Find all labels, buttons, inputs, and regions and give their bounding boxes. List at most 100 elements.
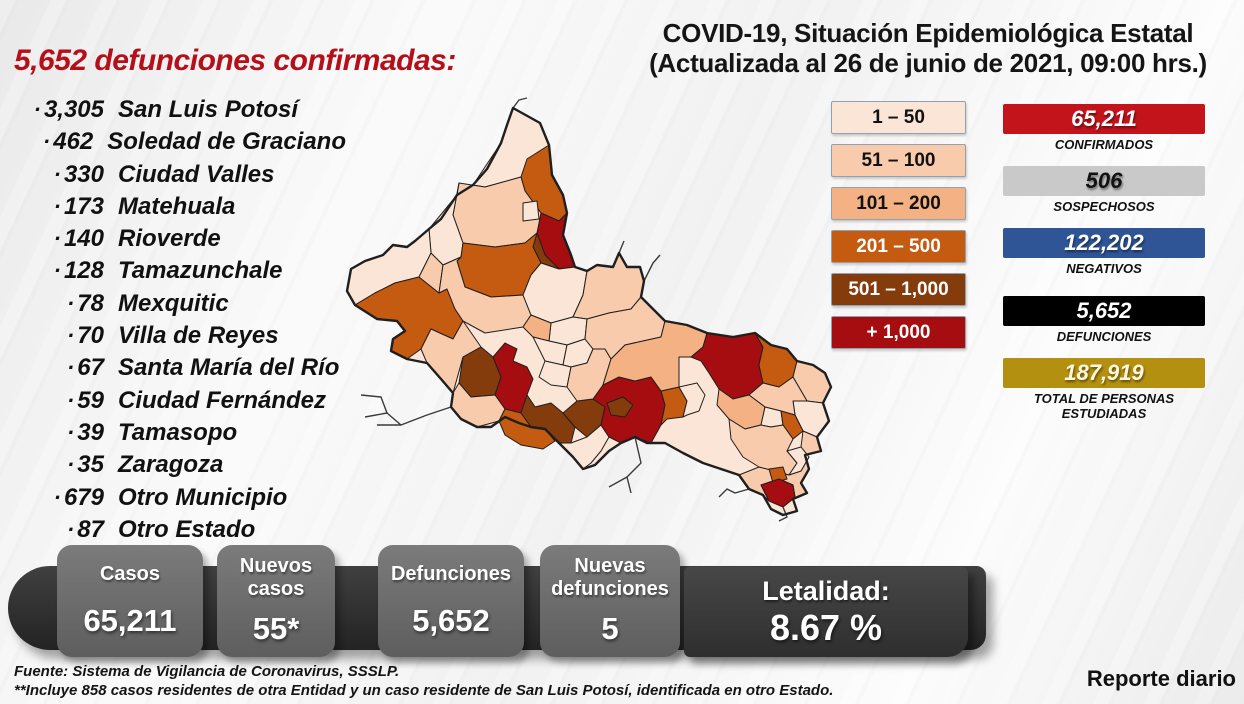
bullet-icon: · (53, 226, 61, 252)
death-count: · 70 (66, 322, 104, 350)
summary-box: Nuevos casos 55* (217, 545, 335, 657)
death-count: · 35 (66, 451, 104, 479)
footer-source: Fuente: Sistema de Vigilancia de Coronav… (14, 663, 400, 680)
stat-caption: TOTAL DE PERSONAS ESTUDIADAS (1033, 391, 1175, 421)
municipality-region (606, 396, 634, 418)
legend-range: 201 – 500 (831, 230, 966, 263)
municipality-name: Ciudad Valles (118, 160, 275, 188)
summary-box-value: 5,652 (412, 603, 490, 639)
death-list-item: · 173 Matehuala (6, 193, 346, 225)
summary-box: Nuevas defunciones 5 (540, 545, 680, 657)
footer-notes: Fuente: Sistema de Vigilancia de Coronav… (14, 662, 833, 700)
bullet-icon: · (66, 355, 75, 381)
legend-range: 1 – 50 (831, 101, 966, 134)
municipality-name: Matehuala (118, 192, 236, 220)
state-border (345, 106, 833, 517)
death-count: · 3,305 (33, 96, 104, 123)
summary-box: Casos 65,211 (57, 545, 203, 657)
lethality-box: Letalidad: 8.67 % (684, 567, 968, 657)
summary-box-label: Casos (99, 562, 161, 585)
death-list-item: · 70 Villa de Reyes (6, 322, 346, 354)
municipality-name: Santa María del Río (118, 354, 340, 382)
death-list-item: · 67 Santa María del Río (6, 354, 346, 386)
death-list-item: · 330 Ciudad Valles (6, 161, 346, 193)
stat-caption: CONFIRMADOS (1054, 137, 1154, 152)
municipality-name: Tamazunchale (118, 257, 283, 285)
bullet-icon: · (66, 290, 75, 316)
deaths-list: · 3,305 San Luis Potosí · 462 Soledad de Grac… (6, 96, 346, 548)
death-count: · 87 (66, 515, 104, 543)
bullet-icon: · (53, 484, 61, 510)
title-line-1: COVID-19, Situación Epidemiológica Estat… (662, 18, 1194, 48)
municipality-region (768, 466, 788, 484)
title-line-2: (Actualizada al 26 de junio de 2021, 09:… (649, 48, 1207, 78)
death-list-item: · 87 Otro Estado (6, 516, 346, 548)
death-count: · 462 (42, 128, 94, 156)
municipality-region (420, 320, 482, 394)
death-list-item: · 59 Ciudad Fernández (6, 387, 346, 419)
lethality-label: Letalidad: (762, 575, 890, 606)
bullet-icon: · (33, 97, 41, 122)
municipality-name: Soledad de Graciano (107, 128, 346, 156)
stat-block: 506 SOSPECHOSOS (1003, 166, 1205, 214)
municipality-name: Rioverde (118, 225, 221, 253)
summary-box-label: Nuevas defunciones (551, 555, 669, 600)
deaths-heading: 5,652 defunciones confirmadas: (14, 44, 456, 77)
death-count: · 39 (66, 418, 104, 446)
municipality-name: Otro Estado (118, 515, 256, 543)
bullet-icon: · (42, 129, 51, 155)
stat-block: 65,211 CONFIRMADOS (1003, 104, 1205, 152)
death-count: · 330 (53, 160, 104, 188)
municipality-name: Otro Municipio (118, 483, 288, 511)
road-line (718, 488, 750, 498)
municipality-region (522, 200, 540, 222)
map-legend: 1 – 50 51 – 100 101 – 200 201 – 500 501 – 1,… (831, 101, 966, 359)
bullet-icon: · (66, 387, 75, 413)
death-count: · 59 (66, 386, 104, 414)
summary-box: Defunciones 5,652 (378, 545, 524, 657)
road-line (360, 394, 388, 414)
death-list-item: · 679 Otro Municipio (6, 484, 346, 516)
stat-value: 122,202 (1003, 228, 1205, 258)
road-line (643, 254, 661, 282)
bullet-icon: · (53, 258, 61, 284)
stat-value: 506 (1003, 166, 1205, 196)
stat-caption: DEFUNCIONES (1056, 329, 1152, 344)
municipality-region (522, 314, 552, 342)
death-list-item: · 35 Zaragoza (6, 451, 346, 483)
death-count: · 679 (53, 483, 104, 511)
road-line (512, 97, 528, 109)
footer-note: **Incluye 858 casos residentes de otra E… (14, 682, 834, 699)
death-list-item: · 39 Tamasopo (6, 419, 346, 451)
summary-box-label: Defunciones (390, 562, 512, 585)
road-line (608, 476, 628, 488)
bullet-icon: · (66, 452, 75, 478)
summary-box-label: Nuevos casos (239, 555, 313, 600)
bullet-icon: · (66, 323, 75, 349)
municipality-name: Mexquitic (118, 289, 229, 317)
page-title: COVID-19, Situación Epidemiológica Estat… (620, 18, 1236, 78)
death-count: · 128 (53, 257, 104, 285)
road-line (364, 412, 402, 426)
bullet-icon: · (53, 161, 61, 187)
road-line (778, 506, 788, 522)
summary-box-value: 55* (252, 611, 300, 646)
bullet-icon: · (53, 193, 61, 219)
lethality-value: 8.67 % (769, 606, 883, 648)
municipality-name: Zaragoza (118, 451, 224, 479)
legend-range: 51 – 100 (831, 144, 966, 177)
summary-box-value: 5 (601, 611, 619, 646)
report-type-label: Reporte diario (1086, 666, 1236, 691)
death-list-item: · 3,305 San Luis Potosí (6, 96, 346, 128)
death-list-item: · 462 Soledad de Graciano (6, 128, 346, 160)
legend-range: 501 – 1,000 (831, 273, 966, 306)
death-count: · 78 (66, 289, 104, 317)
road-line (377, 406, 452, 426)
municipality-region (786, 446, 810, 476)
municipality-name: San Luis Potosí (118, 96, 299, 123)
stat-value: 65,211 (1003, 104, 1205, 134)
municipality-region (780, 410, 804, 440)
death-count: · 173 (53, 192, 104, 220)
bullet-icon: · (66, 419, 75, 445)
